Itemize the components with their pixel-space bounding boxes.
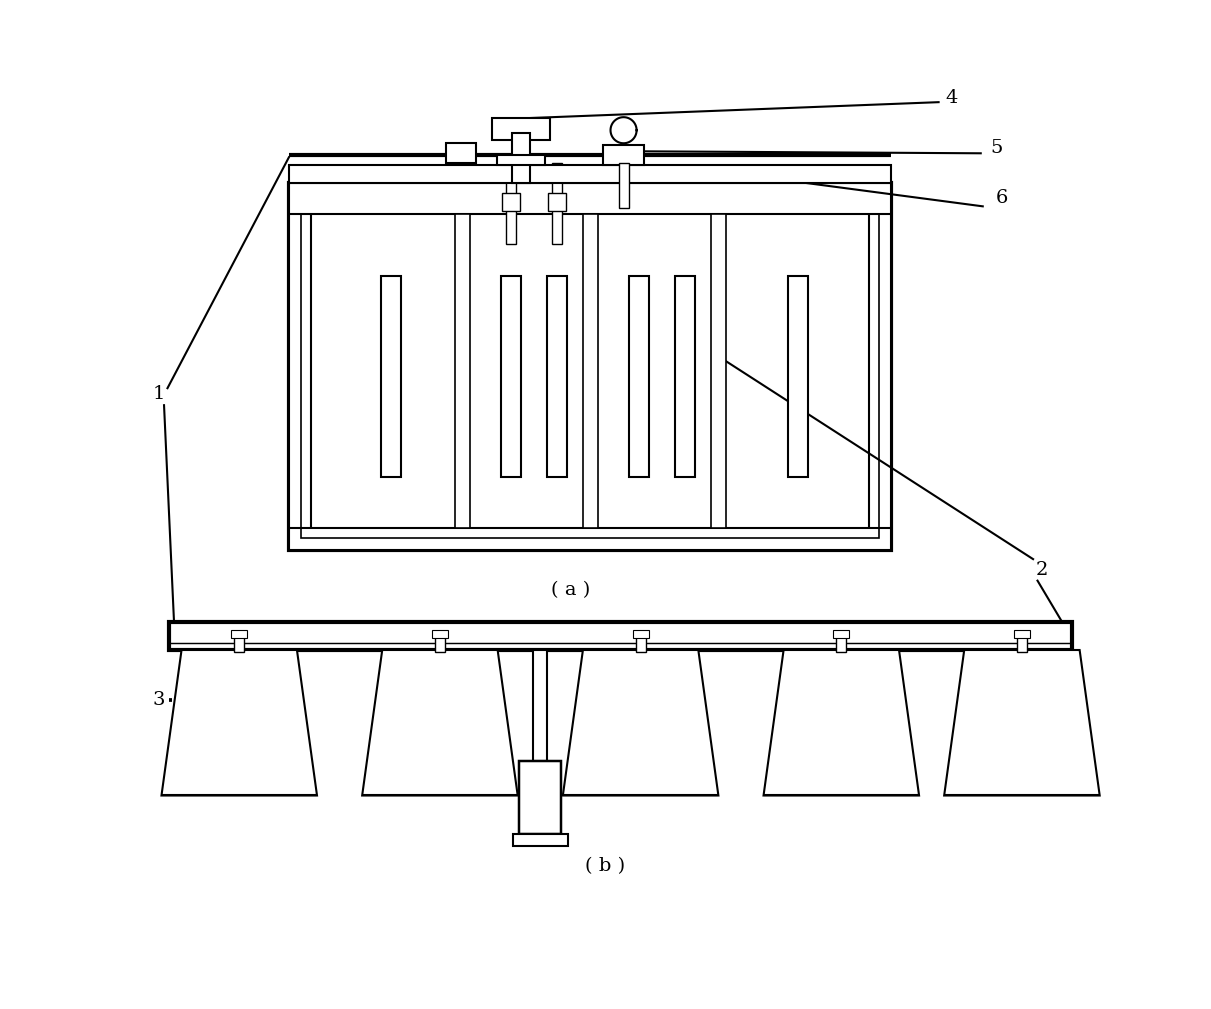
Polygon shape bbox=[161, 650, 317, 795]
Text: 3: 3 bbox=[153, 691, 165, 709]
Bar bbox=[788, 276, 808, 477]
Bar bbox=[513, 833, 568, 846]
Bar bbox=[632, 630, 649, 638]
Bar bbox=[289, 184, 311, 550]
Bar bbox=[289, 184, 891, 214]
Bar bbox=[289, 528, 891, 550]
Bar bbox=[533, 650, 547, 762]
Text: ( a ): ( a ) bbox=[551, 581, 590, 598]
Bar bbox=[432, 630, 448, 638]
Bar bbox=[520, 762, 562, 833]
Bar bbox=[454, 214, 470, 528]
Bar bbox=[547, 276, 567, 477]
Bar bbox=[506, 163, 516, 243]
Bar bbox=[446, 143, 476, 163]
Bar bbox=[547, 194, 566, 212]
Bar bbox=[636, 636, 645, 652]
Text: ( b ): ( b ) bbox=[585, 857, 626, 875]
Text: 2: 2 bbox=[1035, 561, 1049, 579]
Bar bbox=[501, 194, 520, 212]
Bar bbox=[500, 276, 521, 477]
Text: 6: 6 bbox=[995, 190, 1008, 208]
Bar bbox=[582, 214, 598, 528]
Polygon shape bbox=[362, 650, 517, 795]
Bar bbox=[552, 163, 562, 243]
Bar bbox=[603, 145, 643, 165]
Bar bbox=[837, 636, 846, 652]
Bar bbox=[1017, 636, 1027, 652]
Bar bbox=[380, 276, 401, 477]
Text: 1: 1 bbox=[153, 385, 165, 404]
Bar bbox=[289, 165, 891, 184]
Polygon shape bbox=[563, 650, 718, 795]
Bar bbox=[1014, 630, 1031, 638]
Bar bbox=[676, 276, 695, 477]
Bar bbox=[512, 133, 530, 184]
Text: 5: 5 bbox=[991, 139, 1003, 157]
Polygon shape bbox=[764, 650, 919, 795]
Bar bbox=[498, 155, 545, 165]
Bar bbox=[170, 622, 1072, 650]
Bar bbox=[711, 214, 727, 528]
Text: 4: 4 bbox=[946, 89, 958, 107]
Bar bbox=[619, 163, 629, 209]
Bar bbox=[289, 184, 891, 550]
Bar bbox=[435, 636, 444, 652]
Bar bbox=[302, 214, 879, 538]
Bar bbox=[492, 118, 550, 140]
Polygon shape bbox=[610, 117, 637, 143]
Bar bbox=[234, 636, 245, 652]
Bar bbox=[629, 276, 649, 477]
Bar bbox=[231, 630, 247, 638]
Bar bbox=[869, 184, 891, 550]
Bar bbox=[833, 630, 849, 638]
Polygon shape bbox=[945, 650, 1100, 795]
